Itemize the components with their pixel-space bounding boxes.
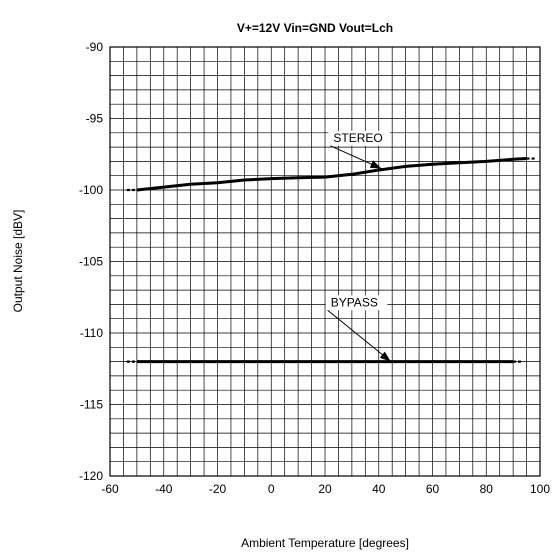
y-tick-label: -110 bbox=[80, 326, 103, 340]
y-tick-label: -105 bbox=[79, 255, 103, 269]
x-tick-label: -20 bbox=[209, 482, 227, 496]
x-tick-label: 40 bbox=[372, 482, 386, 496]
chart-grid bbox=[110, 47, 540, 476]
x-tick-label: 100 bbox=[530, 482, 550, 496]
x-tick-label: 20 bbox=[318, 482, 332, 496]
stereo-arrowhead bbox=[369, 160, 382, 169]
y-tick-label: -100 bbox=[79, 183, 103, 197]
x-tick-label: 60 bbox=[426, 482, 440, 496]
y-tick-label: -115 bbox=[80, 398, 103, 412]
series-line-stereo bbox=[136, 157, 527, 192]
x-axis-label: Ambient Temperature [degrees] bbox=[241, 536, 409, 550]
y-tick-label: -120 bbox=[79, 469, 103, 483]
chart-series bbox=[126, 157, 537, 364]
y-tick-label: -90 bbox=[86, 40, 104, 54]
x-tick-label: 80 bbox=[480, 482, 494, 496]
stereo-label-background bbox=[328, 130, 390, 146]
axis-ticks: -60 -40 -20 0 20 40 60 80 100 -90 -95 -100 -105 -110 -… bbox=[79, 40, 550, 496]
plot-frame bbox=[109, 46, 541, 477]
chart-title: V+=12V Vin=GND Vout=Lch bbox=[237, 21, 393, 35]
bypass-arrowhead bbox=[379, 351, 391, 362]
y-tick-label: -95 bbox=[86, 112, 104, 126]
y-axis-label: Output Noise [dBV] bbox=[11, 210, 25, 313]
bypass-label-background bbox=[325, 295, 388, 311]
x-tick-label: -60 bbox=[101, 482, 119, 496]
x-tick-label: -40 bbox=[155, 482, 173, 496]
bypass-leader-line bbox=[327, 309, 392, 362]
bypass-label: BYPASS bbox=[331, 295, 378, 309]
chart-annotations: STEREO BYPASS bbox=[325, 130, 392, 362]
x-tick-label: 0 bbox=[268, 482, 275, 496]
stereo-label: STEREO bbox=[333, 131, 382, 145]
